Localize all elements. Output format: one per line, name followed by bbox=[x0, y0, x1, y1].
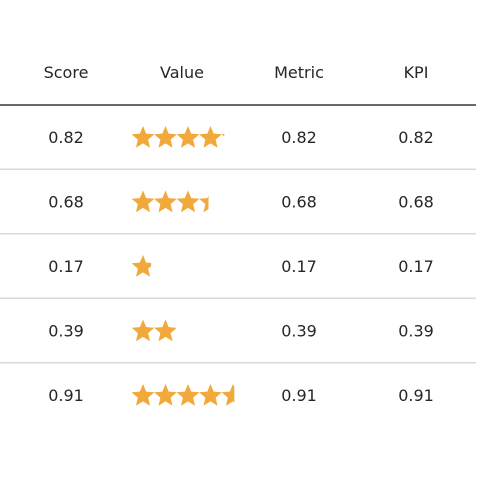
star-icon bbox=[176, 126, 200, 148]
star-icon bbox=[132, 190, 155, 213]
metric-cell: 0.82 bbox=[281, 128, 317, 147]
table-row: 0.82 0.82 0.82 bbox=[48, 126, 434, 148]
star-rating bbox=[132, 126, 225, 148]
star-icon bbox=[132, 384, 155, 406]
star-icon bbox=[199, 255, 222, 277]
kpi-cell: 0.68 bbox=[398, 193, 434, 212]
star-icon bbox=[222, 191, 245, 213]
star-icon bbox=[199, 195, 209, 213]
metric-cell: 0.39 bbox=[281, 322, 317, 341]
score-cell: 0.39 bbox=[48, 322, 84, 341]
star-icon bbox=[132, 126, 155, 148]
star-rating bbox=[132, 190, 245, 213]
metric-cell: 0.68 bbox=[281, 193, 317, 212]
table-body: 0.82 0.82 0.82 0.68 0.68 0.68 0.17 0.17 0.17 0.39… bbox=[0, 126, 476, 406]
star-icon bbox=[176, 190, 200, 213]
star-icon bbox=[177, 255, 200, 277]
star-icon bbox=[177, 320, 200, 342]
score-cell: 0.17 bbox=[48, 257, 84, 276]
score-cell: 0.91 bbox=[48, 386, 84, 405]
star-icon bbox=[221, 384, 235, 406]
table-row: 0.39 0.39 0.39 bbox=[48, 319, 434, 342]
metric-cell: 0.91 bbox=[281, 386, 317, 405]
star-icon bbox=[199, 384, 222, 406]
column-header-value: Value bbox=[160, 63, 204, 82]
table-row: 0.68 0.68 0.68 bbox=[48, 190, 434, 213]
star-icon bbox=[154, 319, 176, 342]
star-icon bbox=[154, 190, 177, 213]
kpi-cell: 0.82 bbox=[398, 128, 434, 147]
star-icon bbox=[176, 384, 200, 406]
star-icon bbox=[132, 255, 152, 277]
star-icon bbox=[154, 126, 177, 148]
kpi-cell: 0.91 bbox=[398, 386, 434, 405]
star-icon bbox=[222, 255, 245, 277]
star-icon bbox=[199, 126, 222, 148]
table-row: 0.91 0.91 0.91 bbox=[48, 384, 434, 406]
star-icon bbox=[154, 384, 177, 406]
column-header-metric: Metric bbox=[274, 63, 324, 82]
metric-cell: 0.17 bbox=[281, 257, 317, 276]
score-cell: 0.68 bbox=[48, 193, 84, 212]
star-rating bbox=[132, 255, 245, 277]
star-icon bbox=[132, 319, 155, 342]
star-icon bbox=[154, 255, 177, 277]
kpi-cell: 0.39 bbox=[398, 322, 434, 341]
star-rating bbox=[132, 384, 235, 406]
star-icon bbox=[221, 134, 225, 137]
kpi-cell: 0.17 bbox=[398, 257, 434, 276]
star-icon bbox=[199, 320, 222, 342]
column-header-score: Score bbox=[44, 63, 89, 82]
star-icon bbox=[222, 320, 245, 342]
score-cell: 0.82 bbox=[48, 128, 84, 147]
table-row: 0.17 0.17 0.17 bbox=[48, 255, 434, 277]
column-header-kpi: KPI bbox=[404, 63, 429, 82]
star-rating bbox=[132, 319, 245, 342]
